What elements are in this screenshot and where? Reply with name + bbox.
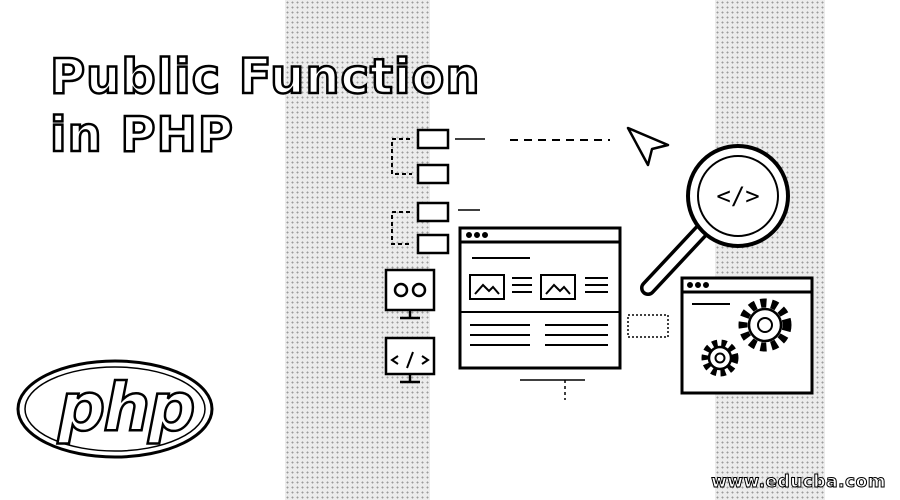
web-development-illustration: </> [384,126,814,400]
gear-icon [680,276,814,395]
title-line-2: in PHP [49,106,234,165]
background-stripe-left [285,0,430,500]
php-logo [16,359,214,459]
banner-title: Public Function in PHP [49,48,481,165]
decorative-lines [520,314,669,400]
code-symbol-text: </> [716,182,759,210]
background-stripe-right [715,0,825,500]
cursor-icon [510,126,670,167]
php-logo-text: php [57,368,197,447]
monitor-icon [384,268,436,384]
site-url[interactable]: www.educba.com [711,472,886,493]
title-line-1: Public Function [49,48,481,107]
browser-window-icon [458,226,622,370]
magnifier-icon: </> [640,144,790,296]
flowchart-icon [391,128,485,255]
